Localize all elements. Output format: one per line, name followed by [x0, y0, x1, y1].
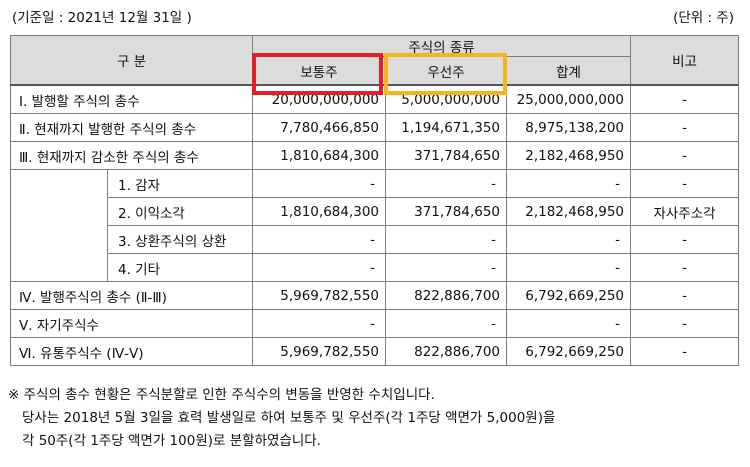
- table-row: 3. 상환주식의 상환 - - - -: [11, 225, 740, 254]
- common-value: -: [252, 169, 387, 198]
- preferred-value: 822,886,700: [385, 337, 508, 366]
- total-value: 2,182,468,950: [506, 141, 632, 170]
- total-value: -: [506, 169, 632, 198]
- preferred-value: -: [385, 169, 508, 198]
- common-value: 20,000,000,000: [252, 84, 387, 114]
- total-value: 8,975,138,200: [506, 113, 632, 142]
- table-row: Ⅴ. 자기주식수 - - - -: [9, 309, 740, 338]
- preferred-value: -: [385, 253, 508, 282]
- preferred-value: 5,000,000,000: [385, 84, 508, 114]
- table-row: 4. 기타 - - - -: [11, 253, 740, 282]
- common-stock-header: 보통주: [252, 56, 387, 86]
- row-label: 2. 이익소각: [106, 197, 254, 226]
- base-date: (기준일 : 2021년 12월 31일 ): [12, 10, 192, 26]
- total-value: -: [506, 225, 632, 254]
- row-label: Ⅵ. 유통주식수 (Ⅳ-Ⅴ): [9, 337, 254, 366]
- total-value: 25,000,000,000: [506, 84, 632, 114]
- common-value: 5,969,782,550: [252, 337, 387, 366]
- row-label: Ⅱ. 현재까지 발행한 주식의 총수: [9, 113, 254, 142]
- row-label: Ⅰ. 발행할 주식의 총수: [9, 84, 254, 114]
- table-row: Ⅱ. 현재까지 발행한 주식의 총수 7,780,466,850 1,194,6…: [9, 113, 740, 142]
- common-value: 7,780,466,850: [252, 113, 387, 142]
- note-value: -: [630, 253, 740, 282]
- sub-row-indent: [10, 169, 108, 282]
- row-label: 4. 기타: [106, 253, 254, 282]
- table-header-line: (기준일 : 2021년 12월 31일 ) (단위 : 주): [0, 6, 750, 28]
- table-row: Ⅰ. 발행할 주식의 총수 20,000,000,000 5,000,000,0…: [9, 84, 740, 114]
- footnote: ※ 주식의 총수 현황은 주식분할로 인한 주식수의 변동을 반영한 수치입니다…: [8, 384, 743, 453]
- col-group-header: 구 분: [9, 35, 254, 86]
- row-label: Ⅲ. 현재까지 감소한 주식의 총수: [9, 141, 254, 170]
- note-value: -: [630, 141, 740, 170]
- common-value: -: [252, 253, 387, 282]
- total-value: -: [506, 309, 632, 338]
- note-value: -: [630, 113, 740, 142]
- table-row: 1. 감자 - - - -: [10, 169, 740, 282]
- table-row: Ⅲ. 현재까지 감소한 주식의 총수 1,810,684,300 371,784…: [9, 141, 740, 170]
- preferred-value: 371,784,650: [385, 197, 508, 226]
- common-value: 5,969,782,550: [252, 281, 387, 310]
- footnote-line-3: 각 50주(각 1주당 액면가 100원)로 분할하였습니다.: [22, 433, 321, 449]
- total-header: 합계: [506, 56, 632, 86]
- row-label: Ⅳ. 발행주식의 총수 (Ⅱ-Ⅲ): [9, 281, 254, 310]
- stock-type-group-header: 주식의 종류: [252, 35, 632, 57]
- note-value: -: [630, 337, 740, 366]
- preferred-value: 822,886,700: [385, 281, 508, 310]
- stock-count-table: 구 분 주식의 종류 비고 보통주 우선주 합계 Ⅰ. 발행할 주식의 총수 2…: [9, 35, 740, 366]
- common-value: 1,810,684,300: [252, 197, 387, 226]
- footnote-line-2: 당사는 2018년 5월 3일을 효력 발생일로 하여 보통주 및 우선주(각 …: [22, 410, 556, 426]
- preferred-value: 1,194,671,350: [385, 113, 508, 142]
- note-value: -: [630, 84, 740, 114]
- table-row: Ⅵ. 유통주식수 (Ⅳ-Ⅴ) 5,969,782,550 822,886,700…: [9, 337, 740, 366]
- common-value: -: [252, 309, 387, 338]
- footnote-line-1: ※ 주식의 총수 현황은 주식분할로 인한 주식수의 변동을 반영한 수치입니다…: [8, 387, 435, 403]
- note-value: -: [630, 281, 740, 310]
- table-row: 2. 이익소각 1,810,684,300 371,784,650 2,182,…: [11, 197, 740, 226]
- preferred-value: 371,784,650: [385, 141, 508, 170]
- row-label: 1. 감자: [106, 169, 254, 198]
- total-value: 6,792,669,250: [506, 337, 632, 366]
- preferred-value: -: [385, 225, 508, 254]
- total-value: 2,182,468,950: [506, 197, 632, 226]
- row-label: Ⅴ. 자기주식수: [9, 309, 254, 338]
- row-label: 3. 상환주식의 상환: [106, 225, 254, 254]
- note-value: 자사주소각: [630, 197, 740, 226]
- note-value: -: [630, 309, 740, 338]
- table-row: Ⅳ. 발행주식의 총수 (Ⅱ-Ⅲ) 5,969,782,550 822,886,…: [9, 281, 740, 310]
- unit-label: (단위 : 주): [673, 10, 734, 26]
- preferred-stock-header: 우선주: [385, 56, 508, 86]
- common-value: 1,810,684,300: [252, 141, 387, 170]
- note-header: 비고: [630, 35, 740, 86]
- common-value: -: [252, 225, 387, 254]
- note-value: -: [630, 225, 740, 254]
- total-value: 6,792,669,250: [506, 281, 632, 310]
- preferred-value: -: [385, 309, 508, 338]
- total-value: -: [506, 253, 632, 282]
- note-value: -: [630, 169, 740, 198]
